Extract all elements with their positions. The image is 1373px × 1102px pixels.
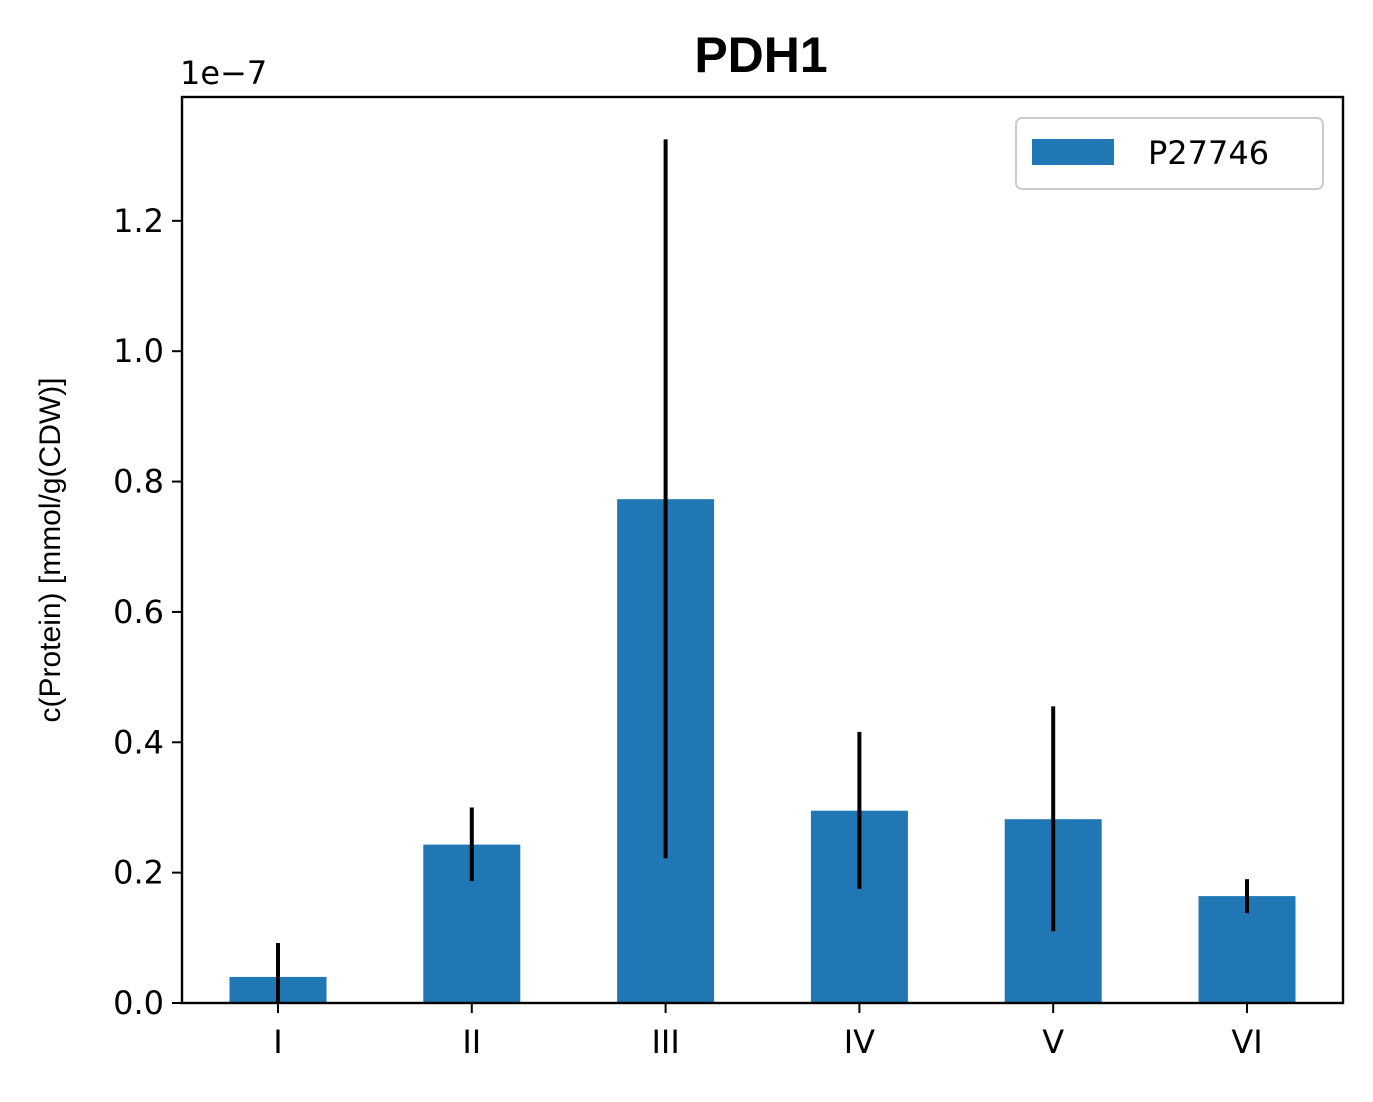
y-tick-label: 0.6 <box>113 593 164 631</box>
bars-group <box>229 499 1296 1003</box>
legend-swatch <box>1032 139 1114 165</box>
y-axis-offset-label: 1e−7 <box>180 54 267 92</box>
x-tick-label: VI <box>1231 1023 1262 1061</box>
plot-frame <box>180 95 1345 1005</box>
y-tick-label: 0.4 <box>113 723 164 761</box>
y-tick-label: 1.2 <box>113 202 164 240</box>
x-tick-label: V <box>1042 1023 1064 1061</box>
legend-box <box>1015 117 1324 190</box>
x-tick-label: II <box>462 1023 481 1061</box>
x-axis-ticks: I II III IV V VI <box>273 1003 1263 1061</box>
y-axis-ticks: 0.0 0.2 0.4 0.6 0.8 1.0 1.2 <box>113 202 182 1022</box>
y-tick-label: 1.0 <box>113 332 164 370</box>
chart-title: PDH1 <box>694 27 827 83</box>
x-tick-label: III <box>651 1023 679 1061</box>
x-tick-label: I <box>273 1023 282 1061</box>
y-tick-label: 0.8 <box>113 463 164 501</box>
x-tick-label: IV <box>844 1023 875 1061</box>
y-tick-label: 0.0 <box>113 984 164 1022</box>
legend: P27746 <box>1015 117 1324 190</box>
error-bars-group <box>276 139 1249 1003</box>
legend-label: P27746 <box>1148 134 1269 172</box>
y-axis-label: c(Protein) [mmol/g(CDW)] <box>34 377 67 722</box>
y-tick-label: 0.2 <box>113 854 164 892</box>
bar-VI <box>1198 896 1296 1003</box>
